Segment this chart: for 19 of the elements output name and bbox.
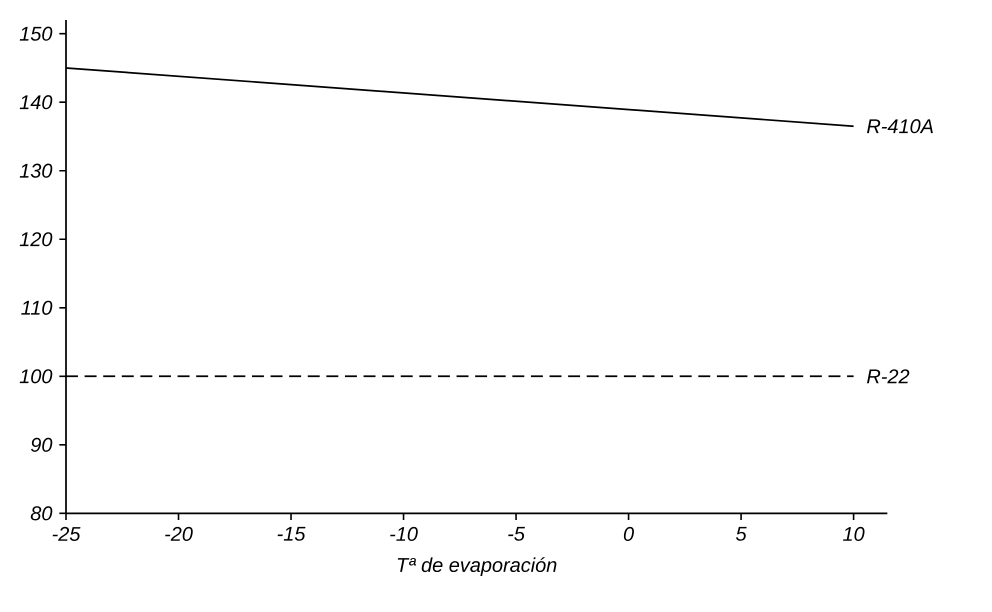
x-tick-label: 0: [624, 526, 634, 541]
series-label: R-22: [867, 369, 910, 384]
y-tick-label: 120: [20, 232, 52, 246]
x-tick-label: -25: [52, 526, 80, 541]
series-label: R-410A: [867, 119, 933, 134]
x-tick-label: 5: [736, 526, 747, 541]
x-tick-label: -15: [278, 526, 306, 541]
x-tick-label: -5: [508, 526, 525, 541]
y-tick-label: 80: [30, 506, 52, 520]
y-tick-label: 130: [20, 164, 52, 178]
x-axis-title: Tª de evaporación: [398, 557, 556, 576]
y-tick-label: 90: [30, 438, 52, 452]
x-tick-label: -10: [390, 526, 418, 541]
x-tick-label: -20: [165, 526, 193, 541]
y-tick-label: 140: [20, 95, 52, 110]
y-tick-label: 150: [20, 26, 52, 41]
y-tick-label: 100: [20, 369, 52, 384]
x-tick-label: 10: [843, 526, 865, 541]
y-tick-label: 110: [21, 300, 52, 315]
